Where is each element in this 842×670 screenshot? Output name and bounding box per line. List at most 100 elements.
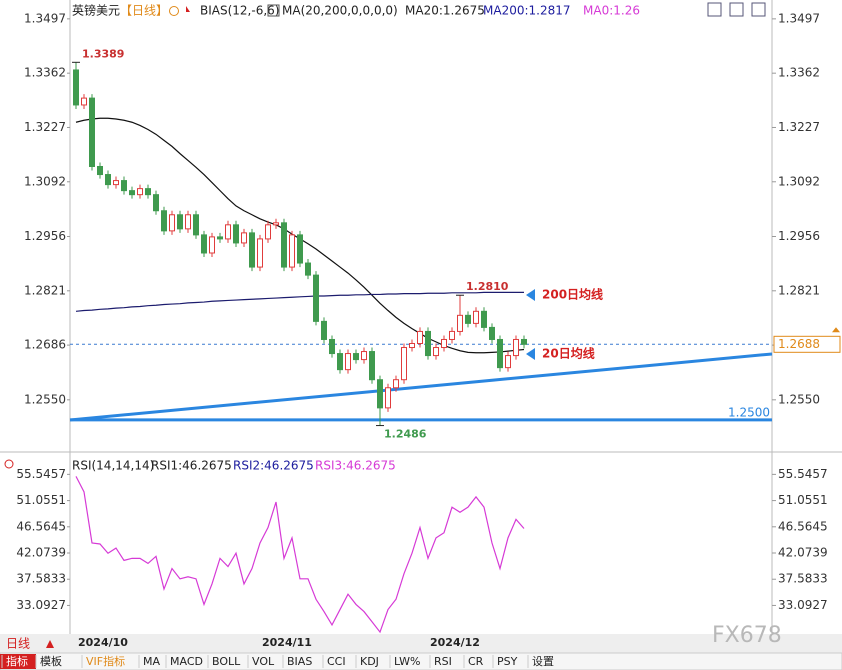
candle-body [129,190,135,196]
annotation: 200日均线 [542,287,603,302]
candle-body [489,326,495,340]
tab[interactable]: 模板 [40,654,62,668]
tab[interactable]: RSI [434,655,452,668]
candle-body [409,342,415,349]
annotation-arrow [526,348,535,360]
candle-body [73,69,79,106]
tab[interactable]: MA [143,655,160,668]
button[interactable] [707,2,722,17]
candle-body [313,274,319,322]
tab-active[interactable] [0,654,36,669]
candle-body [337,353,343,371]
candle-body [369,351,375,381]
tab[interactable]: CR [468,655,484,668]
button[interactable] [729,2,744,17]
tab[interactable]: 设置 [532,655,554,668]
candle-body [465,314,471,324]
candle-body [257,238,263,268]
tab[interactable]: CCI [327,655,346,668]
annotation-arrow [526,289,535,301]
candle-body [289,234,295,268]
high-label: 1.2810 [466,280,509,293]
icon[interactable] [267,4,280,17]
candle-body [361,351,367,361]
date-strip [0,634,842,653]
low-label: 1.2486 [384,428,427,441]
tab[interactable]: VOL [252,655,275,668]
tab[interactable]: BIAS [287,655,312,668]
y-tick-label: 1.3092 [778,174,820,188]
icon[interactable] [169,6,179,16]
ma-line [75,291,524,312]
candle-body [449,330,455,340]
period-tab[interactable]: 日线 [6,637,30,651]
ma-params: MA(20,200,0,0,0,0) [282,4,398,18]
y-tick-label: 42.0739 [16,546,66,560]
period-arrow[interactable] [46,640,54,648]
y-tick-label: 33.0927 [778,598,828,612]
rsi-legend: RSI1:46.2675 [151,459,232,473]
candle-body [281,222,287,268]
button[interactable] [751,2,766,17]
candle-body [497,338,503,369]
candle-body [329,338,335,355]
candle-body [233,224,239,244]
y-tick-label: 1.3092 [24,174,66,188]
candle-body [145,188,151,196]
candle-body [193,214,199,236]
candle-body [241,232,247,244]
candle-body [209,236,215,254]
y-tick-label: 37.5833 [778,572,828,586]
x-tick-label: 2024/11 [262,636,312,649]
y-tick-label: 33.0927 [16,598,66,612]
tab[interactable]: LW% [394,655,420,668]
y-tick-label: 1.3362 [778,66,820,80]
tab[interactable]: VIF指标 [86,654,125,668]
tab[interactable]: PSY [497,655,518,668]
tab[interactable]: MACD [170,655,203,668]
candle-body [105,174,111,186]
y-tick-label: 1.3227 [24,120,66,134]
tab[interactable]: KDJ [360,655,379,668]
support-label: 1.2500 [728,405,770,419]
candle-body [441,338,447,349]
y-tick-label: 42.0739 [778,546,828,560]
candle-body [513,338,519,357]
candle-body [385,387,391,409]
y-tick-label: 55.5457 [16,467,66,481]
candle-body [505,355,511,369]
candle-body [201,234,207,254]
candle-body [169,214,175,232]
candle-body [225,224,231,240]
icon[interactable] [186,6,190,12]
tab[interactable]: BOLL [212,655,241,668]
y-tick-label: 46.5645 [778,519,828,533]
y-tick-label: 1.2550 [24,392,66,406]
y-tick-label: 51.0551 [778,493,828,507]
candle-body [217,236,223,240]
y-tick-label: 1.2821 [24,283,66,297]
ma0-legend: MA0:1.26 [583,4,640,18]
y-tick-label: 1.2956 [24,229,66,243]
trendline [69,352,773,422]
y-tick-label: 46.5645 [16,519,66,533]
candle-body [137,188,143,196]
ma20-legend: MA20:1.2675 [405,4,485,18]
rsi-line [75,476,525,634]
candle-body [297,234,303,264]
y-tick-label: 1.2550 [778,392,820,406]
candle-body [377,379,383,409]
candle-body [97,165,103,176]
y-tick-label: 1.2686 [24,338,66,352]
x-tick-label: 2024/10 [78,636,128,649]
x-tick-label: 2024/12 [430,636,480,649]
candle-body [481,310,487,328]
annotation: 20日均线 [542,346,595,361]
icon[interactable] [4,459,14,469]
tab[interactable]: 指标 [6,654,28,668]
y-tick-label: 1.3362 [24,66,66,80]
candle-body [321,320,327,340]
candle-body [353,353,359,361]
rsi-legend: RSI3:46.2675 [315,459,396,473]
